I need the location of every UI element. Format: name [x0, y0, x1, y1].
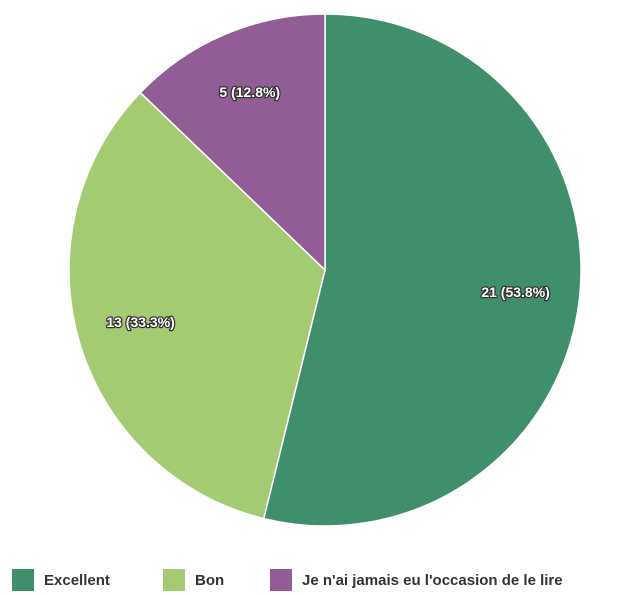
legend-label: Je n'ai jamais eu l'occasion de le lire	[302, 572, 563, 589]
value-label: 5 (12.8%)	[219, 84, 280, 100]
legend-swatch	[12, 569, 34, 591]
legend-swatch	[163, 569, 185, 591]
legend-swatch	[270, 569, 292, 591]
pie-slice	[68, 91, 326, 520]
legend-label: Excellent	[44, 572, 110, 589]
legend-label: Bon	[195, 572, 224, 589]
value-label: 13 (33.3%)	[106, 314, 174, 330]
pie-slice	[262, 13, 582, 527]
value-label: 21 (53.8%)	[481, 284, 549, 300]
pie-slice	[139, 13, 326, 272]
